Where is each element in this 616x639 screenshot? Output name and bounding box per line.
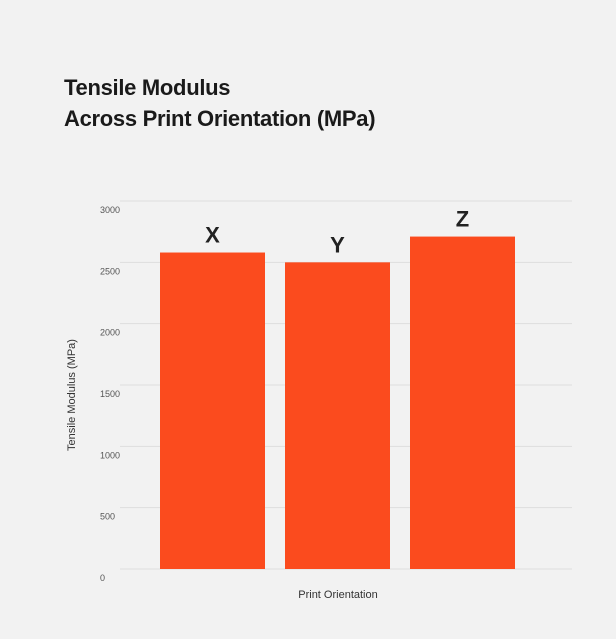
bar-z (410, 236, 515, 569)
y-tick-label: 3000 (100, 205, 120, 215)
y-tick-label: 0 (100, 573, 105, 583)
bar-label-z: Z (456, 207, 469, 232)
chart-title-line-2: Across Print Orientation (MPa) (64, 106, 376, 131)
bar-labels: X Y Z (205, 207, 469, 258)
chart-title-line-1: Tensile Modulus (64, 75, 231, 100)
bar-label-x: X (205, 223, 220, 248)
y-tick-label: 1500 (100, 389, 120, 399)
y-tick-label: 500 (100, 512, 115, 522)
bar-y (285, 262, 390, 569)
bar-label-y: Y (330, 232, 345, 257)
y-axis-ticks: 0 500 1000 1500 2000 2500 3000 (100, 205, 120, 583)
y-tick-label: 2000 (100, 328, 120, 338)
bar-x (160, 252, 265, 569)
x-axis-label: Print Orientation (298, 589, 377, 601)
y-tick-label: 1000 (100, 450, 120, 460)
y-axis-label: Tensile Modulus (MPa) (66, 339, 78, 451)
y-tick-label: 2500 (100, 266, 120, 276)
chart-title: Tensile Modulus Across Print Orientation… (64, 72, 376, 134)
bars (160, 236, 515, 569)
